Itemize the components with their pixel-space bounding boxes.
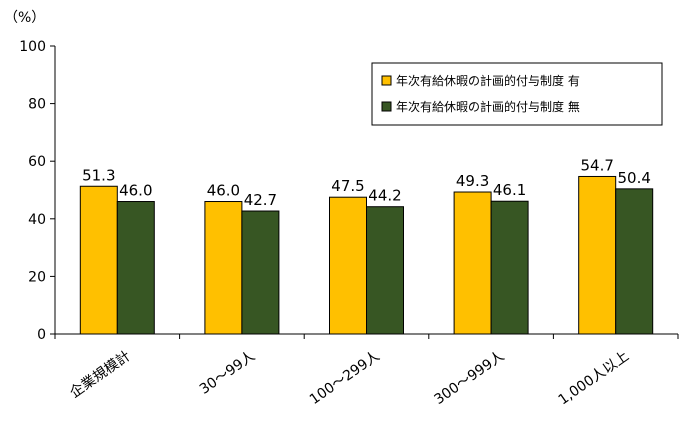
data-label: 44.2 bbox=[368, 187, 401, 205]
bar bbox=[79, 185, 118, 335]
y-tick-label: 40 bbox=[28, 212, 46, 228]
data-label: 46.0 bbox=[119, 182, 152, 200]
bar bbox=[615, 188, 654, 335]
bar bbox=[204, 201, 243, 335]
legend-swatch bbox=[381, 101, 392, 112]
data-label: 54.7 bbox=[580, 156, 613, 174]
data-label: 47.5 bbox=[331, 177, 364, 195]
data-label: 46.1 bbox=[493, 181, 526, 199]
bar bbox=[578, 175, 617, 335]
bar bbox=[366, 206, 404, 335]
legend-label: 年次有給休暇の計画的付与制度 無 bbox=[396, 99, 580, 114]
x-category-labels: 企業規模計 30～99人 100～299人 300～999人 1,000人以上 bbox=[67, 347, 632, 408]
data-label: 51.3 bbox=[82, 166, 115, 184]
bars bbox=[79, 175, 654, 335]
data-labels: 51.346.0 46.042.747.544.249.346.154.750.4 bbox=[82, 156, 651, 209]
x-category-label: 企業規模計 bbox=[67, 347, 134, 401]
x-category-label: 30～99人 bbox=[197, 348, 258, 398]
legend-label: 年次有給休暇の計画的付与制度 有 bbox=[396, 73, 580, 88]
bar bbox=[329, 196, 367, 335]
data-label: 42.7 bbox=[244, 191, 277, 209]
y-tick-label: 80 bbox=[28, 97, 46, 113]
y-tick-label: 20 bbox=[28, 269, 46, 285]
x-category-label: 300～999人 bbox=[431, 348, 507, 408]
legend-box bbox=[371, 62, 663, 126]
y-tick-label: 60 bbox=[28, 154, 46, 170]
x-category-label: 1,000人以上 bbox=[556, 348, 632, 408]
data-label: 50.4 bbox=[617, 169, 650, 187]
x-category-label: 100～299人 bbox=[307, 348, 383, 408]
bar bbox=[490, 200, 529, 335]
bar bbox=[116, 201, 155, 335]
bar bbox=[241, 210, 280, 335]
data-label: 46.0 bbox=[207, 182, 240, 200]
y-tick-label: 0 bbox=[37, 327, 46, 343]
data-label: 49.3 bbox=[456, 172, 489, 190]
y-tick-label: 100 bbox=[19, 39, 46, 55]
bar bbox=[453, 191, 492, 335]
y-tick-labels: 0 20 40 60 80 100 bbox=[19, 39, 46, 343]
y-unit-label: （%） bbox=[4, 10, 45, 26]
legend-swatch bbox=[381, 75, 392, 86]
